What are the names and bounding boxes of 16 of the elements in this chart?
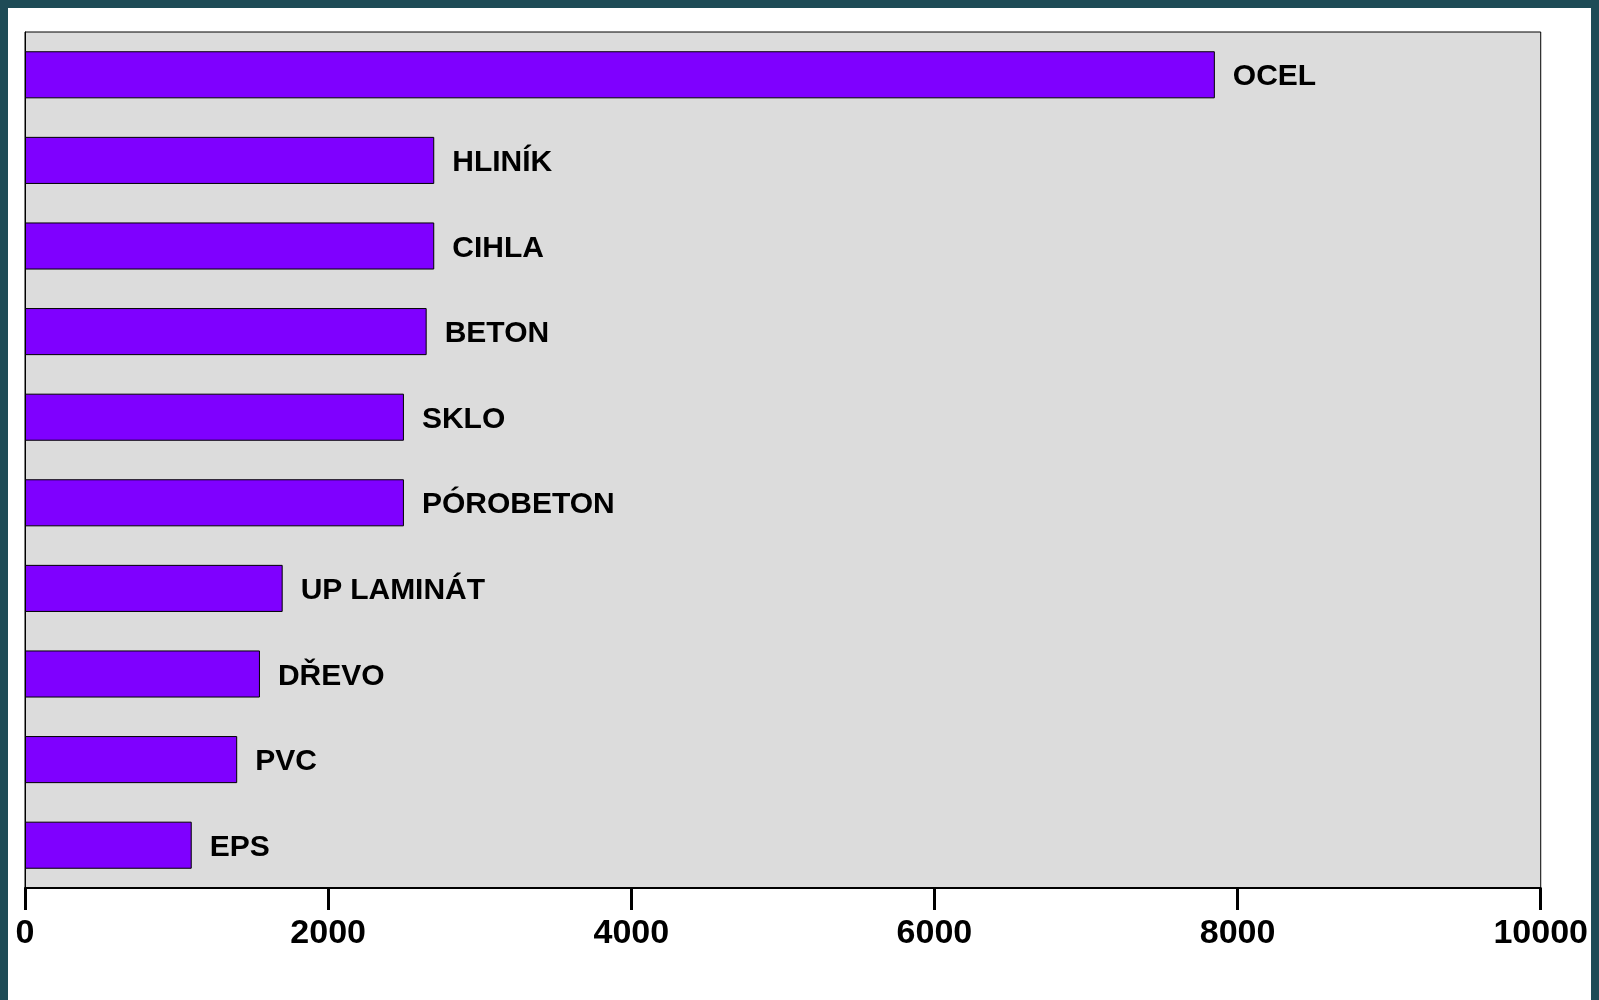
y-tick-label: HLINÍK	[452, 143, 553, 177]
x-tick-label: 8000	[1199, 912, 1276, 950]
x-tick-label: 4000	[593, 912, 670, 950]
x-tick-label: 0	[15, 912, 35, 950]
x-tick-label: 2000	[290, 912, 366, 950]
y-tick-label: SKLO	[421, 400, 506, 434]
y-tick-label: OCEL	[1232, 58, 1317, 92]
y-tick-label: PÓROBETON	[421, 486, 615, 520]
y-tick-label: UP LAMINÁT	[300, 571, 486, 605]
x-tick-label: 6000	[896, 912, 973, 950]
y-tick-label: CIHLA	[452, 229, 544, 263]
y-tick-label: DŘEVO	[277, 657, 385, 691]
x-tick-label: 10000	[1493, 912, 1588, 950]
y-tick-label: BETON	[444, 315, 550, 349]
y-tick-label: PVC	[255, 743, 317, 777]
y-tick-label: EPS	[209, 828, 270, 862]
